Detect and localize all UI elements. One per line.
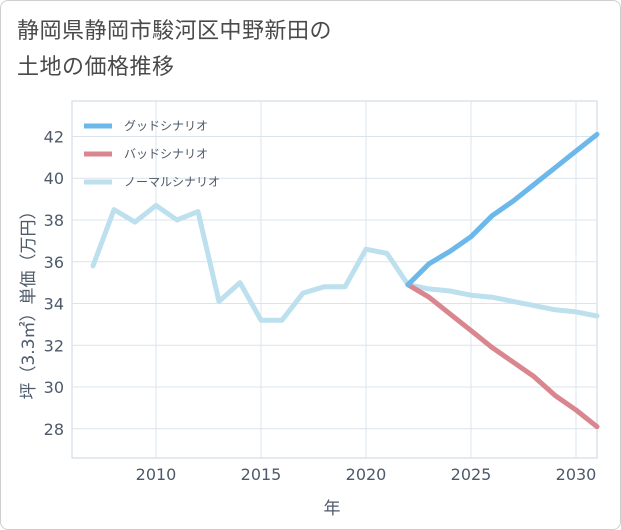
x-tick-label: 2020 <box>346 465 387 484</box>
axis-ticks: 28 30 32 34 36 38 40 42 2010 2015 2020 2025 2030 <box>44 127 597 484</box>
x-tick-label: 2025 <box>451 465 492 484</box>
y-tick-label: 42 <box>44 127 64 146</box>
y-tick-label: 30 <box>44 378 64 397</box>
legend-label-0: グッドシナリオ <box>124 119 208 133</box>
y-tick-label: 38 <box>44 211 64 230</box>
x-tick-label: 2015 <box>241 465 282 484</box>
series-line-0 <box>405 131 600 288</box>
grid-lines <box>72 101 597 458</box>
legend-label-1: バッドシナリオ <box>124 147 208 161</box>
y-tick-label: 36 <box>44 253 64 272</box>
plot-frame <box>71 100 598 459</box>
y-tick-label: 28 <box>44 420 64 439</box>
y-axis-title: 坪（3.3㎡）単価（万円） <box>19 202 39 399</box>
series-lines <box>90 131 600 430</box>
y-tick-label: 32 <box>44 336 64 355</box>
series-line-2 <box>90 202 600 323</box>
series-line-1 <box>405 282 600 430</box>
page-title: 静岡県静岡市駿河区中野新田の 土地の価格推移 <box>17 14 332 86</box>
x-tick-label: 2030 <box>556 465 597 484</box>
title-line-1: 静岡県静岡市駿河区中野新田の <box>17 19 333 44</box>
legend-label-2: ノーマルシナリオ <box>124 175 220 189</box>
title-line-2: 土地の価格推移 <box>17 55 175 80</box>
x-tick-label: 2010 <box>136 465 177 484</box>
y-tick-label: 40 <box>44 169 64 188</box>
x-axis-title: 年 <box>324 499 341 519</box>
y-tick-label: 34 <box>44 295 64 314</box>
